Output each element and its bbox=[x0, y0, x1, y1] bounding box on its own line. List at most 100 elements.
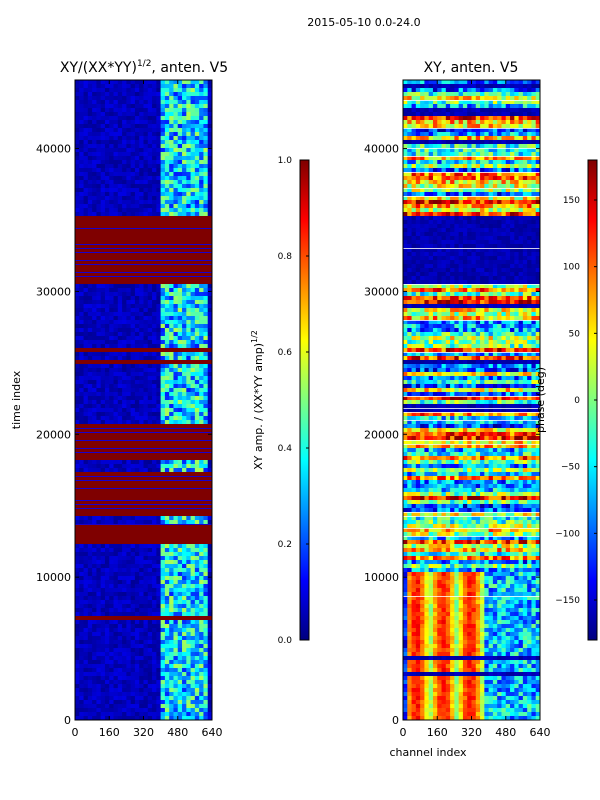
heatmap-cell bbox=[109, 688, 115, 693]
heatmap-cell bbox=[199, 304, 204, 309]
heatmap-cell bbox=[109, 564, 115, 569]
heatmap-cell bbox=[403, 148, 408, 153]
heatmap-cell bbox=[134, 672, 140, 677]
heatmap-cell bbox=[194, 708, 200, 713]
heatmap-cell bbox=[156, 124, 162, 129]
heatmap-cell bbox=[186, 672, 192, 677]
heatmap-cell bbox=[510, 136, 515, 141]
heatmap-cell bbox=[96, 320, 102, 325]
heatmap-cell bbox=[104, 296, 110, 301]
heatmap-cell bbox=[207, 460, 212, 465]
heatmap-cell bbox=[432, 220, 438, 225]
heatmap-cell bbox=[203, 368, 209, 373]
heatmap-cell bbox=[126, 576, 132, 581]
heatmap-cell bbox=[113, 516, 119, 521]
heatmap-cell bbox=[113, 548, 119, 553]
heatmap-cell bbox=[143, 684, 149, 689]
heatmap-cell bbox=[109, 652, 115, 657]
heatmap-cell bbox=[169, 664, 174, 669]
heatmap-cell bbox=[454, 100, 460, 105]
heatmap-cell bbox=[92, 108, 97, 113]
heatmap-cell bbox=[462, 196, 468, 201]
heatmap-cell bbox=[152, 552, 157, 557]
heatmap-cell bbox=[100, 636, 106, 641]
heatmap-cell bbox=[441, 88, 447, 93]
heatmap-cell bbox=[173, 116, 179, 121]
heatmap-cell bbox=[450, 172, 455, 177]
heatmap-cell bbox=[428, 100, 434, 105]
heatmap-cell bbox=[96, 700, 102, 705]
heatmap-cell bbox=[199, 684, 204, 689]
heatmap-cell bbox=[113, 668, 119, 673]
heatmap-cell bbox=[454, 112, 460, 117]
heatmap-cell bbox=[467, 180, 472, 185]
heatmap-cell bbox=[96, 628, 102, 633]
heatmap-cell bbox=[87, 636, 93, 641]
heatmap-cell bbox=[531, 120, 537, 125]
heatmap-cell bbox=[203, 716, 209, 720]
heatmap-cell bbox=[173, 392, 179, 397]
heatmap-cell bbox=[450, 152, 455, 157]
heatmap-cell bbox=[190, 288, 196, 293]
heatmap-cell bbox=[186, 88, 192, 93]
heatmap-cell bbox=[83, 636, 89, 641]
heatmap-cell bbox=[160, 600, 166, 605]
heatmap-cell bbox=[450, 184, 455, 189]
heatmap-cell bbox=[169, 164, 174, 169]
heatmap-cell bbox=[199, 624, 204, 629]
heatmap-cell bbox=[445, 160, 451, 165]
heatmap-cell bbox=[104, 164, 110, 169]
heatmap-cell bbox=[130, 336, 136, 341]
heatmap-cell bbox=[420, 124, 425, 129]
heatmap-cell bbox=[182, 148, 187, 153]
heatmap-cell bbox=[190, 520, 196, 525]
heatmap-cell bbox=[117, 584, 123, 589]
heatmap-cell bbox=[186, 324, 192, 329]
heatmap-cell bbox=[104, 588, 110, 593]
heatmap-cell bbox=[87, 128, 93, 133]
heatmap-cell bbox=[411, 212, 417, 217]
heatmap-cell bbox=[190, 696, 196, 701]
heatmap-cell bbox=[113, 364, 119, 369]
heatmap-cell bbox=[182, 368, 187, 373]
heatmap-cell bbox=[445, 148, 451, 153]
heatmap-cell bbox=[527, 104, 532, 109]
heatmap-cell bbox=[79, 404, 85, 409]
heatmap-cell bbox=[79, 520, 85, 525]
heatmap-cell bbox=[484, 200, 490, 205]
heatmap-cell bbox=[75, 664, 80, 669]
heatmap-cell bbox=[522, 140, 528, 145]
heatmap-cell bbox=[501, 140, 507, 145]
heatmap-cell bbox=[186, 204, 192, 209]
heatmap-cell bbox=[186, 120, 192, 125]
heatmap-cell bbox=[147, 88, 153, 93]
heatmap-cell bbox=[199, 300, 204, 305]
heatmap-cell bbox=[207, 568, 212, 573]
heatmap-cell bbox=[83, 172, 89, 177]
heatmap-cell bbox=[522, 156, 528, 161]
heatmap-cell bbox=[87, 576, 93, 581]
heatmap-cell bbox=[113, 392, 119, 397]
heatmap-cell bbox=[96, 160, 102, 165]
heatmap-cell bbox=[143, 556, 149, 561]
heatmap-cell bbox=[113, 108, 119, 113]
heatmap-cell bbox=[122, 604, 127, 609]
heatmap-cell bbox=[480, 180, 485, 185]
heatmap-cell bbox=[134, 192, 140, 197]
heatmap-cell bbox=[87, 700, 93, 705]
heatmap-cell bbox=[79, 300, 85, 305]
heatmap-cell bbox=[207, 628, 212, 633]
heatmap-cell bbox=[113, 308, 119, 313]
heatmap-cell bbox=[100, 660, 106, 665]
heatmap-cell bbox=[160, 376, 166, 381]
heatmap-cell bbox=[100, 392, 106, 397]
heatmap-row bbox=[75, 252, 212, 257]
heatmap-cell bbox=[109, 648, 115, 653]
heatmap-cell bbox=[420, 216, 425, 221]
heatmap-cell bbox=[117, 344, 123, 349]
heatmap-cell bbox=[92, 324, 97, 329]
heatmap-cell bbox=[156, 704, 162, 709]
heatmap-cell bbox=[96, 152, 102, 157]
heatmap-cell bbox=[122, 568, 127, 573]
heatmap-cell bbox=[527, 192, 532, 197]
